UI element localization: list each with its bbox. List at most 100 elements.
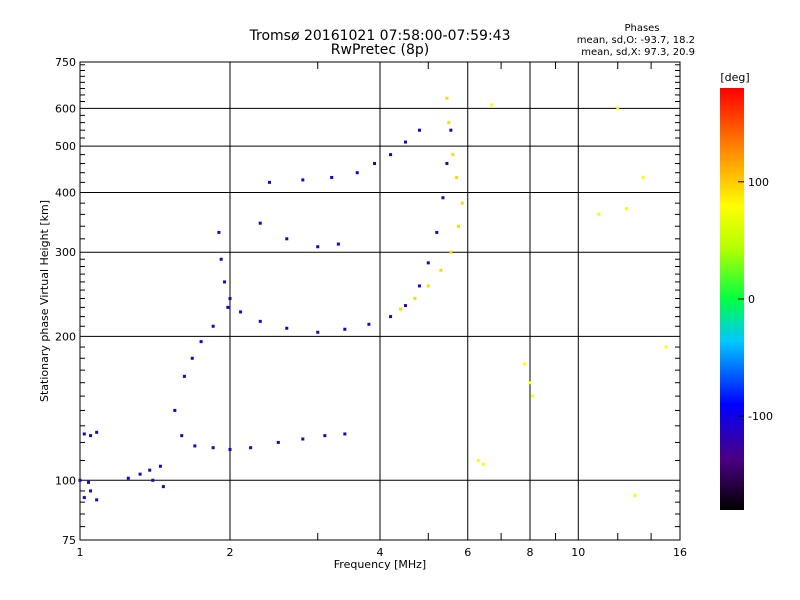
echo-point (258, 319, 262, 323)
echo-point (441, 196, 445, 200)
chart-title: Tromsø 20161021 07:58:00-07:59:43 (249, 28, 511, 44)
echo-point (228, 297, 232, 301)
echo-point (82, 496, 86, 500)
echo-point (633, 493, 637, 497)
x-tick-label: 10 (571, 546, 585, 559)
echo-point (249, 446, 253, 450)
x-tick-label: 16 (673, 546, 687, 559)
y-tick-label: 400 (55, 186, 76, 199)
y-axis-label: Stationary phase Virtual Height [km] (38, 200, 51, 402)
chart-subtitle: RwPretec (8p) (331, 42, 429, 58)
echo-point (180, 434, 184, 438)
echo-point (336, 242, 340, 246)
echo-point (343, 432, 347, 436)
y-tick-label: 750 (55, 56, 76, 69)
echo-point (355, 171, 359, 175)
echo-point (217, 230, 221, 234)
echo-point (413, 297, 417, 301)
echo-point (457, 224, 461, 228)
legend-line-x: mean, sd,X: 97.3, 20.9 (581, 47, 695, 58)
echo-point (625, 207, 629, 211)
echo-point (597, 212, 601, 216)
echo-point (219, 257, 223, 261)
echo-point (89, 434, 93, 438)
echo-point (641, 175, 645, 179)
echo-point (211, 324, 215, 328)
echo-point (151, 478, 155, 482)
echo-point (199, 340, 203, 344)
echo-point (285, 237, 289, 241)
echo-point (616, 106, 620, 110)
echo-point (476, 458, 480, 462)
echo-point (435, 230, 439, 234)
echo-point (190, 356, 194, 360)
echo-point (403, 140, 407, 144)
echo-point (226, 305, 230, 309)
echo-point (330, 175, 334, 179)
echo-point (445, 161, 449, 165)
echo-point (316, 330, 320, 334)
echo-point (403, 304, 407, 308)
echo-point (417, 284, 421, 288)
echo-point (481, 462, 485, 466)
echo-point (399, 307, 403, 311)
echo-point (523, 362, 527, 366)
echo-point (455, 175, 459, 179)
echo-point (285, 326, 289, 330)
ticks-layer: 1 2 4 6 8 10 16 75 100 200 300 400 500 600 750 (55, 56, 687, 559)
echo-point (276, 440, 280, 444)
echo-point (95, 498, 99, 502)
colorbar-ticks: 100 0 -100 (738, 176, 773, 423)
echo-point (161, 485, 165, 489)
echo-point (664, 345, 668, 349)
grid-layer (80, 62, 680, 540)
echo-point (211, 446, 215, 450)
legend-heading: Phases (624, 23, 659, 34)
y-tick-label: 75 (62, 534, 76, 547)
echo-point (267, 180, 271, 184)
echo-point (182, 374, 186, 378)
y-tick-label: 200 (55, 330, 76, 343)
echo-point (531, 394, 535, 398)
y-tick-label: 100 (55, 474, 76, 487)
echo-point (138, 472, 142, 476)
echo-point (78, 478, 82, 482)
echo-point (439, 268, 443, 272)
echo-point (389, 153, 393, 157)
x-tick-label: 2 (227, 546, 234, 559)
echo-point (426, 261, 430, 265)
colorbar-tick-label: 0 (748, 293, 755, 306)
echo-point (449, 250, 453, 254)
echo-point (82, 432, 86, 436)
echo-point (158, 464, 162, 468)
x-tick-label: 8 (527, 546, 534, 559)
echo-point (223, 280, 227, 284)
legend-line-o: mean, sd,O: -93.7, 18.2 (577, 35, 695, 46)
echo-point (228, 447, 232, 451)
y-tick-label: 500 (55, 140, 76, 153)
echo-point (367, 322, 371, 326)
echo-point (528, 381, 532, 385)
echo-point (323, 434, 327, 438)
echo-point (148, 468, 152, 472)
echo-point (173, 408, 177, 412)
echo-point (258, 221, 262, 225)
colorbar-tick-label: 100 (748, 176, 769, 189)
echo-point (239, 310, 243, 314)
echo-point (445, 96, 449, 100)
echo-point (426, 284, 430, 288)
echo-point (451, 153, 455, 157)
x-tick-label: 1 (77, 546, 84, 559)
echo-point (301, 178, 305, 182)
echo-point (447, 121, 451, 125)
echo-point (316, 245, 320, 249)
colorbar-tick-label: -100 (748, 410, 773, 423)
plot-frame (79, 61, 681, 541)
colorbar-label: [deg] (720, 71, 749, 84)
echo-point (95, 430, 99, 434)
echo-point (460, 201, 464, 205)
y-tick-label: 600 (55, 102, 76, 115)
echo-point (490, 103, 494, 107)
echo-point (373, 161, 377, 165)
echo-point (301, 437, 305, 441)
